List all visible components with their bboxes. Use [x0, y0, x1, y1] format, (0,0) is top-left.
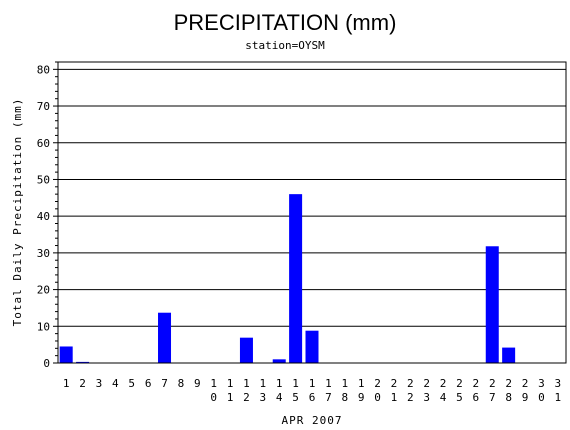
x-tick-label: 3 — [96, 377, 103, 390]
x-axis-label: APR 2007 — [282, 414, 343, 427]
y-tick-label: 40 — [37, 210, 50, 223]
y-tick-label: 10 — [37, 320, 50, 333]
bar-day-28 — [502, 347, 516, 363]
x-tick-label: 9 — [194, 377, 201, 390]
y-tick-label: 80 — [37, 63, 50, 76]
bar-day-27 — [485, 246, 499, 363]
y-tick-label: 20 — [37, 284, 50, 297]
bar-day-2 — [76, 361, 90, 363]
chart-subtitle: station=OYSM — [245, 39, 325, 52]
bar-day-15 — [289, 194, 303, 363]
bar-day-12 — [239, 337, 253, 363]
gridlines — [58, 68, 566, 327]
y-tick-label: 70 — [37, 100, 50, 113]
y-tick-label: 0 — [43, 357, 50, 370]
y-axis-label: Total Daily Precipitation (mm) — [11, 98, 24, 327]
x-tick-label: 6 — [145, 377, 152, 390]
x-tick-label: 8 — [178, 377, 185, 390]
bar-day-14 — [272, 359, 286, 363]
x-axis-ticks: 1 2 3 4 5 6 7 8 9 1 01 11 21 31 41 51 61 71 81 92 02 12 22 32 42… — [63, 377, 561, 404]
y-axis-ticks: 0 10 20 30 40 50 60 70 80 — [37, 61, 58, 370]
plot-frame — [57, 61, 567, 364]
bars — [59, 194, 516, 363]
bar-day-7 — [158, 312, 172, 363]
x-tick-label: 4 — [112, 377, 119, 390]
x-tick-label: 7 — [161, 377, 168, 390]
bar-day-16 — [305, 330, 319, 363]
chart-title: PRECIPITATION (mm) — [174, 10, 397, 35]
bar-day-1 — [59, 346, 73, 363]
x-tick-label: 1 — [63, 377, 70, 390]
y-tick-label: 50 — [37, 173, 50, 186]
x-tick-label: 5 — [128, 377, 135, 390]
x-tick-label: 2 — [79, 377, 86, 390]
y-tick-label: 60 — [37, 137, 50, 150]
y-tick-label: 30 — [37, 247, 50, 260]
